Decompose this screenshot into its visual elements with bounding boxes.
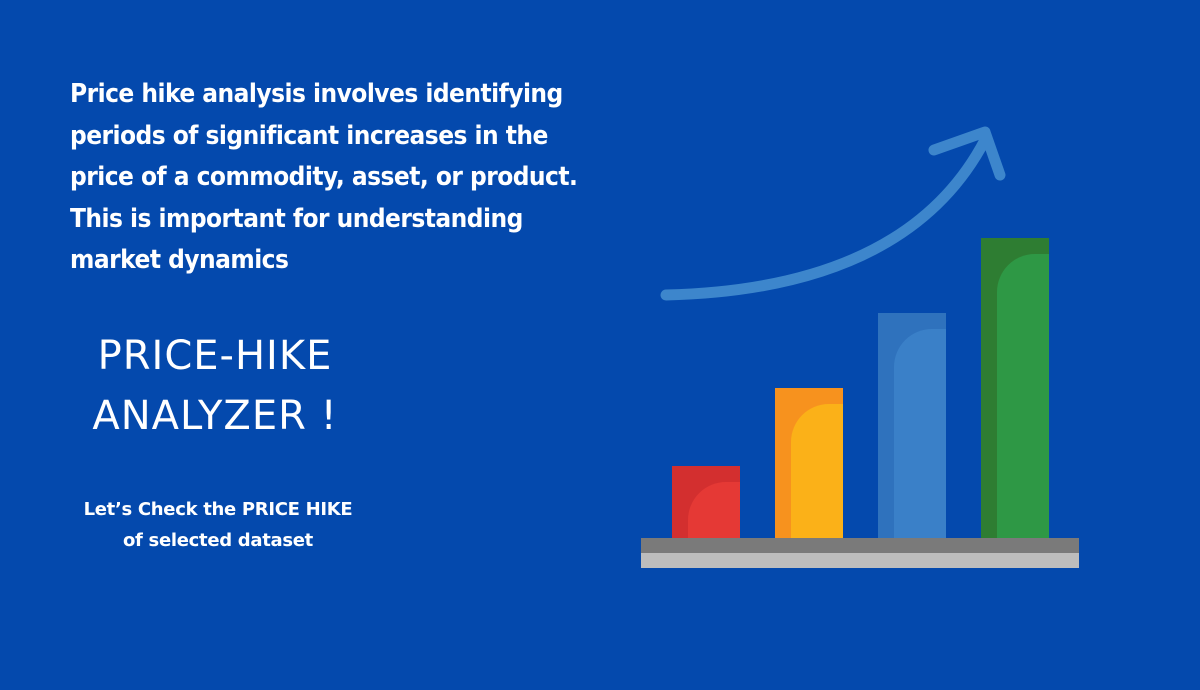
cta-line: Let’s Check the PRICE HIKE: [83, 499, 353, 520]
intro-line: This is important for understanding: [70, 203, 523, 234]
cta-line: of selected dataset: [122, 530, 313, 551]
intro-line: periods of significant increases in the: [70, 120, 548, 151]
intro-line: price of a commodity, asset, or product.: [70, 162, 578, 192]
trend-arrow-icon: [660, 126, 1006, 301]
intro-line: Price hike analysis involves identifying: [70, 79, 563, 109]
title-line: ANALYZER !: [92, 393, 338, 439]
call-to-action: Let’s Check the PRICE HIKE of selected d…: [68, 494, 368, 556]
bar-2-highlight: [791, 404, 843, 538]
bar-1-highlight: [688, 482, 740, 538]
intro-paragraph: Price hike analysis involves identifying…: [70, 74, 592, 282]
bar-4-highlight: [997, 254, 1049, 538]
page-title: PRICE-HIKE ANALYZER !: [70, 326, 360, 446]
title-line: PRICE-HIKE: [97, 333, 333, 379]
intro-line: market dynamics: [70, 245, 289, 275]
bars-group: [672, 238, 1049, 538]
chart-base-top: [641, 538, 1079, 553]
bar-3-highlight: [894, 329, 946, 538]
chart-base-bottom: [641, 553, 1079, 568]
